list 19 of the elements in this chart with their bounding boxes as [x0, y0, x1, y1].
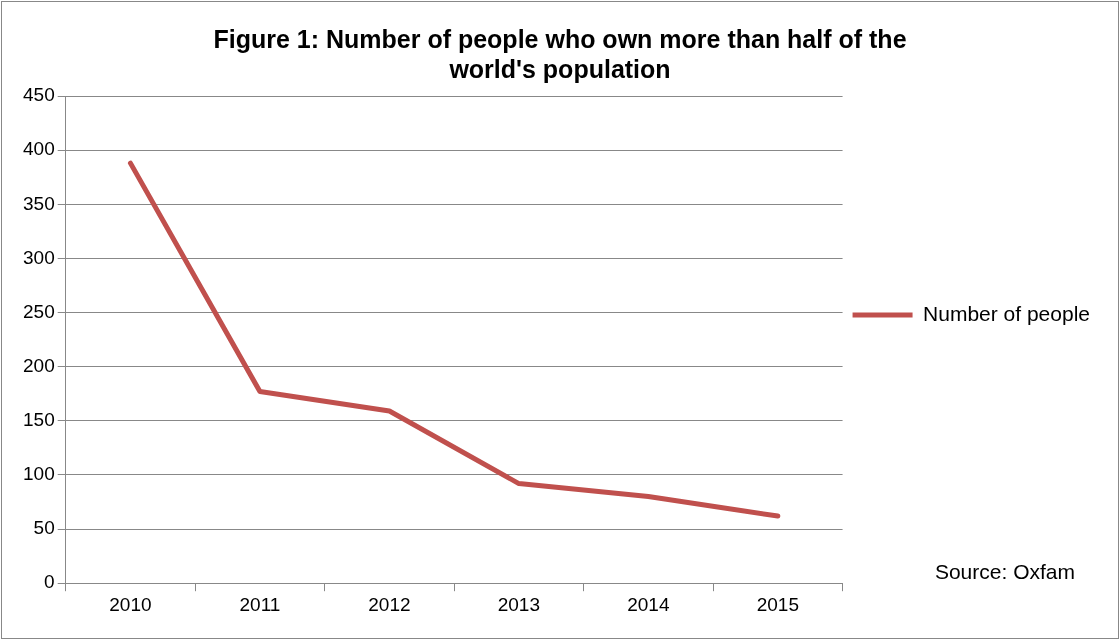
x-tick-label: 2011: [239, 593, 281, 615]
y-tick-label: 400: [23, 138, 55, 160]
y-tick-label: 200: [23, 354, 55, 376]
x-tick-label: 2014: [627, 593, 670, 615]
y-tick-label: 150: [23, 409, 55, 431]
chart-title: Figure 1: Number of people who own more than half of the world's population: [213, 24, 907, 83]
x-tick-label: 2013: [497, 593, 541, 615]
x-tick-label: 2010: [109, 593, 152, 615]
x-tick-label: 2012: [368, 593, 411, 615]
y-tick-label: 450: [23, 84, 55, 106]
x-tick-label: 2015: [756, 593, 799, 615]
y-tick-label: 350: [23, 192, 55, 214]
y-tick-label: 300: [23, 246, 55, 268]
y-tick-label: 250: [23, 300, 55, 322]
source-note: Source: Oxfam: [934, 560, 1075, 584]
y-tick-label: 100: [23, 463, 55, 485]
legend-label: Number of people: [923, 301, 1090, 325]
y-tick-label: 50: [33, 517, 55, 539]
y-tick-label: 0: [44, 571, 55, 593]
